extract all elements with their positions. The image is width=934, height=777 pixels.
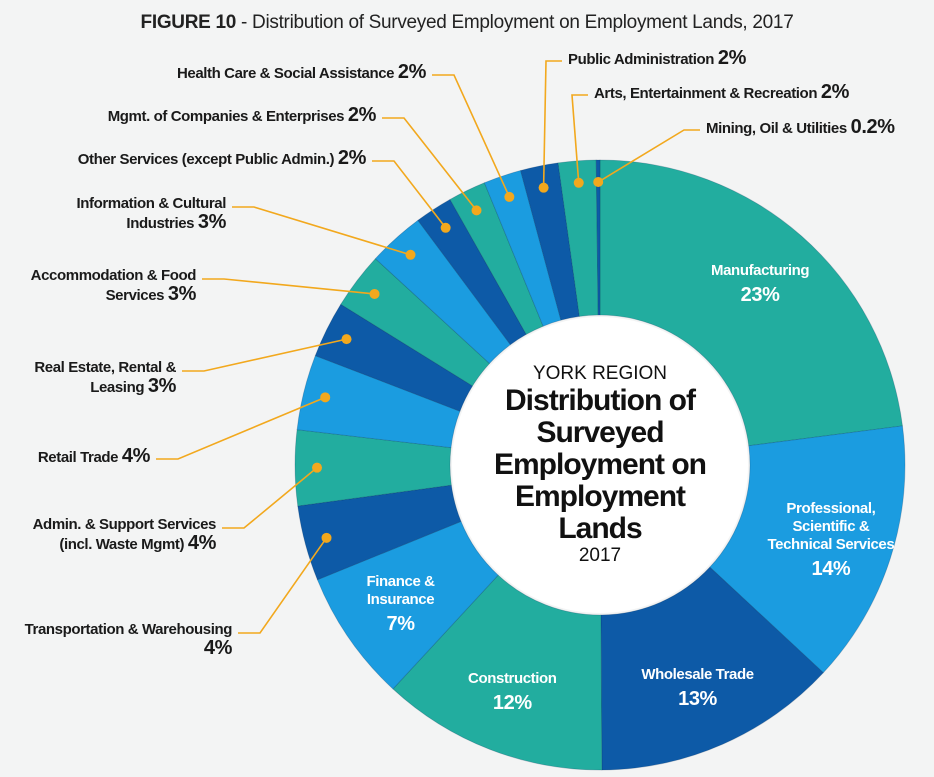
leader-line: [182, 338, 347, 372]
leader-dot: [405, 249, 416, 260]
leader-line: [382, 117, 478, 211]
category-label: Accommodation & Food Services: [30, 267, 197, 304]
leader-line: [372, 160, 447, 229]
donut-slice: [314, 303, 474, 412]
value-label: 4%: [187, 532, 217, 554]
value-label: 7%: [386, 612, 415, 635]
value-label: 3%: [167, 283, 197, 305]
chart-title: FIGURE 10 - Distribution of Surveyed Emp…: [0, 12, 934, 34]
value-label: 14%: [811, 558, 851, 581]
category-label: Real Estate, Rental & Leasing: [34, 359, 176, 396]
category-label: Wholesale Trade: [641, 666, 754, 684]
leader-line: [238, 537, 328, 634]
category-label: Health Care & Social Assistance: [176, 65, 395, 82]
leader-line: [542, 60, 562, 188]
value-label: 4%: [203, 637, 233, 659]
leader-line: [232, 206, 411, 256]
slice-label: Retail Trade 4%: [0, 445, 151, 467]
donut-slice: [296, 355, 461, 449]
slice-label: Construction 12%: [447, 670, 577, 715]
title-text: - Distribution of Surveyed Employment on…: [241, 12, 794, 33]
leader-dot: [320, 392, 331, 403]
slice-label: Other Services (except Public Admin.) 2%: [6, 147, 367, 169]
value-label: 2%: [347, 104, 377, 126]
category-label: Public Administration: [568, 51, 715, 68]
category-label: Construction: [468, 670, 557, 688]
leader-dot: [321, 532, 332, 543]
donut-slice: [599, 159, 903, 447]
center-label: YORK REGION Distribution of Surveyed Emp…: [475, 363, 725, 567]
value-label: 4%: [121, 445, 151, 467]
figure-label: FIGURE 10: [140, 12, 237, 33]
category-label: Arts, Entertainment & Recreation: [594, 85, 818, 102]
slice-label: Mgmt. of Companies & Enterprises 2%: [16, 104, 377, 126]
leader-line: [222, 467, 318, 529]
value-label: 2%: [337, 147, 367, 169]
leader-line: [597, 129, 700, 183]
donut-hole: [452, 317, 748, 613]
leader-dot: [573, 177, 584, 188]
leader-line: [202, 278, 375, 295]
category-label: Professional, Scientific & Technical Ser…: [767, 500, 895, 554]
slice-label: Manufacturing 23%: [695, 261, 825, 306]
value-label: 2%: [717, 47, 747, 69]
leader-dot: [312, 462, 323, 473]
value-label: 3%: [147, 375, 177, 397]
leader-dot: [369, 288, 380, 299]
donut-slice: [600, 566, 824, 771]
slice-label: Professional, Scientific & Technical Ser…: [766, 500, 896, 581]
donut-slice: [483, 170, 562, 327]
category-label: Mgmt. of Companies & Enterprises: [107, 108, 345, 125]
value-label: 12%: [492, 692, 532, 715]
category-label: Transportation & Warehousing: [24, 621, 233, 638]
donut-slice: [520, 162, 580, 321]
leader-line: [156, 396, 326, 460]
slice-label: Finance & Insurance 7%: [336, 572, 466, 635]
donut-slice: [595, 159, 601, 316]
slice-label: Transportation & Warehousing 4%: [12, 621, 233, 659]
category-label: Retail Trade: [37, 449, 119, 466]
value-label: 13%: [678, 688, 717, 711]
category-label: Mining, Oil & Utilities: [706, 120, 847, 137]
slice-label: Information & Cultural Industries 3%: [26, 195, 226, 233]
category-label: Finance & Insurance: [366, 572, 435, 608]
donut-slice: [392, 574, 603, 771]
center-bottom: 2017: [578, 545, 622, 566]
center-main: Distribution of Surveyed Employment on E…: [493, 384, 707, 545]
leader-line: [571, 94, 588, 183]
value-label: 2%: [397, 61, 427, 83]
category-label: Admin. & Support Services (incl. Waste M…: [32, 516, 217, 553]
value-label: 23%: [740, 283, 780, 306]
value-label: 2%: [820, 81, 850, 103]
slice-label: Accommodation & Food Services 3%: [16, 267, 197, 305]
slice-label: Public Administration 2%: [568, 47, 868, 69]
slice-label: Mining, Oil & Utilities 0.2%: [706, 116, 934, 138]
category-label: Other Services (except Public Admin.): [77, 151, 335, 168]
value-label: 3%: [197, 211, 227, 233]
donut-slice: [557, 159, 599, 317]
donut-slice: [709, 425, 906, 674]
leader-dot: [593, 177, 604, 188]
category-label: Information & Cultural Industries: [76, 195, 226, 232]
slice-label: Health Care & Social Assistance 2%: [26, 61, 427, 83]
slice-label: Arts, Entertainment & Recreation 2%: [594, 81, 924, 103]
donut-slice: [316, 520, 499, 690]
slice-label: Admin. & Support Services (incl. Waste M…: [16, 516, 217, 554]
slice-label: Wholesale Trade 13%: [633, 666, 763, 711]
leader-dot: [504, 191, 515, 202]
leader-line: [432, 74, 511, 198]
leader-dot: [471, 205, 482, 216]
leader-dot: [341, 334, 352, 345]
center-top: YORK REGION: [532, 363, 668, 384]
slice-label: Real Estate, Rental & Leasing 3%: [6, 359, 176, 397]
value-label: 0.2%: [850, 116, 895, 138]
category-label: Manufacturing: [711, 261, 810, 279]
leader-dot: [538, 182, 549, 193]
leader-dot: [440, 222, 451, 233]
